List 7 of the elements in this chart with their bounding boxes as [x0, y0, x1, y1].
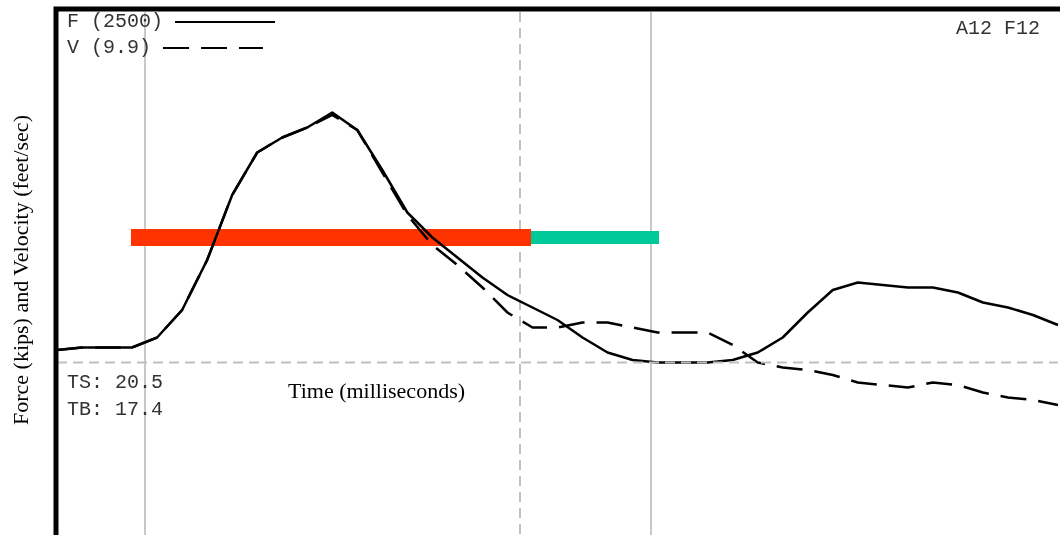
- text: A12 F12: [955, 17, 1040, 41]
- legend-label: F (2500): [67, 10, 164, 34]
- annotation: TS: 20.5: [67, 370, 164, 394]
- y-axis-title: Force (kips) and Velocity (feet/sec): [7, 115, 33, 425]
- x-axis-title: Time (milliseconds): [288, 378, 466, 404]
- annotation: TB: 17.4: [67, 397, 164, 421]
- legend-label: V (9.9): [67, 36, 152, 60]
